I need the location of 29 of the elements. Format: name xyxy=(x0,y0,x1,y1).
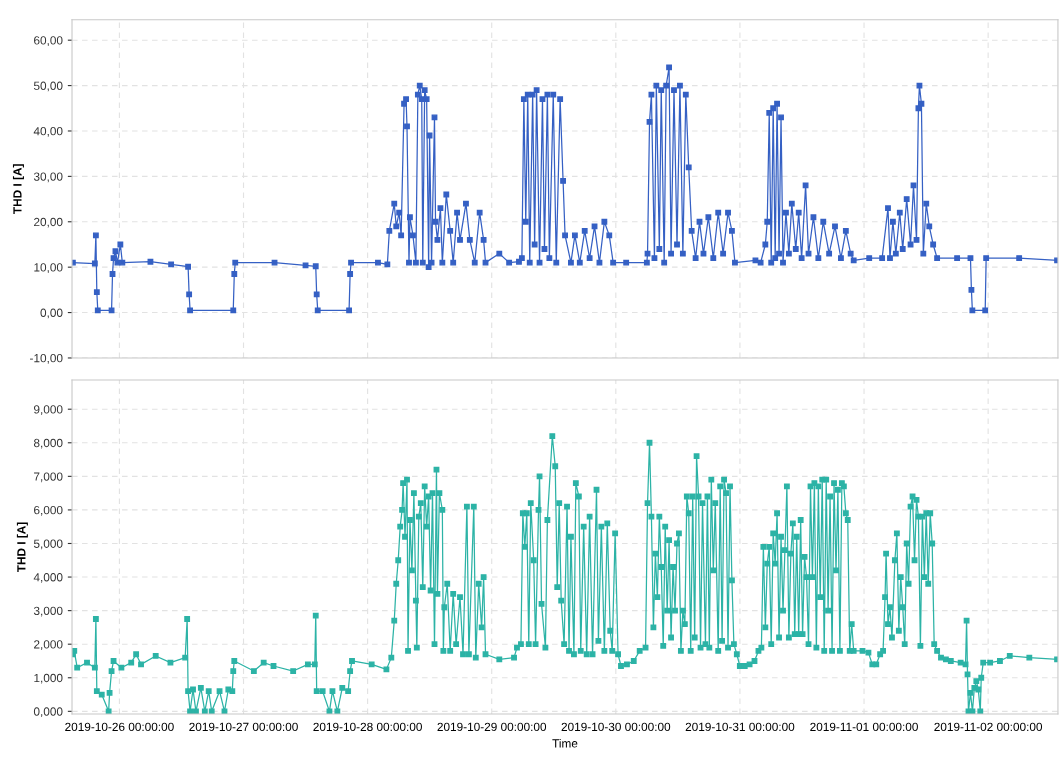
y-tick-label: 3,000 xyxy=(33,606,63,617)
y-axis-title: THD I [A] xyxy=(16,522,28,573)
x-tick-label: 2019-10-28 00:00:00 xyxy=(313,722,422,732)
y-tick-label: 1,000 xyxy=(34,673,63,684)
y-tick-label: 7,000 xyxy=(34,472,63,483)
y-tick-label: 60,00 xyxy=(34,36,63,46)
y-tick-label: 40,00 xyxy=(33,127,63,137)
y-tick-label: 20,00 xyxy=(34,217,63,228)
x-tick-label: 2019-10-30 00:00:00 xyxy=(561,722,671,732)
y-tick-label: 4,000 xyxy=(33,573,63,583)
x-tick-label: 2019-10-29 00:00:00 xyxy=(437,722,547,732)
x-tick-label: 2019-11-01 00:00:00 xyxy=(810,722,918,732)
y-tick-label: 0,00 xyxy=(40,308,63,319)
y-tick-label: 30,00 xyxy=(33,172,63,183)
x-axis-title: Time xyxy=(552,738,578,748)
y-axis-title: THD I [A] xyxy=(12,164,24,214)
y-tick-label: 10,00 xyxy=(34,263,63,273)
y-tick-label: 0,000 xyxy=(33,707,63,718)
y-tick-label: 9,000 xyxy=(34,405,63,415)
x-tick-label: 2019-10-31 00:00:00 xyxy=(685,722,795,732)
x-tick-label: 2019-10-26 00:00:00 xyxy=(65,722,174,732)
y-tick-label: 5,000 xyxy=(33,539,63,550)
y-tick-label: 2,000 xyxy=(34,640,63,650)
y-tick-label: 50,00 xyxy=(33,81,63,92)
x-tick-label: 2019-11-02 00:00:00 xyxy=(934,722,1043,732)
y-tick-label: -10,00 xyxy=(30,353,63,364)
y-tick-label: 8,000 xyxy=(33,438,63,449)
y-tick-label: 6,000 xyxy=(34,505,63,516)
x-tick-label: 2019-10-27 00:00:00 xyxy=(189,722,298,732)
